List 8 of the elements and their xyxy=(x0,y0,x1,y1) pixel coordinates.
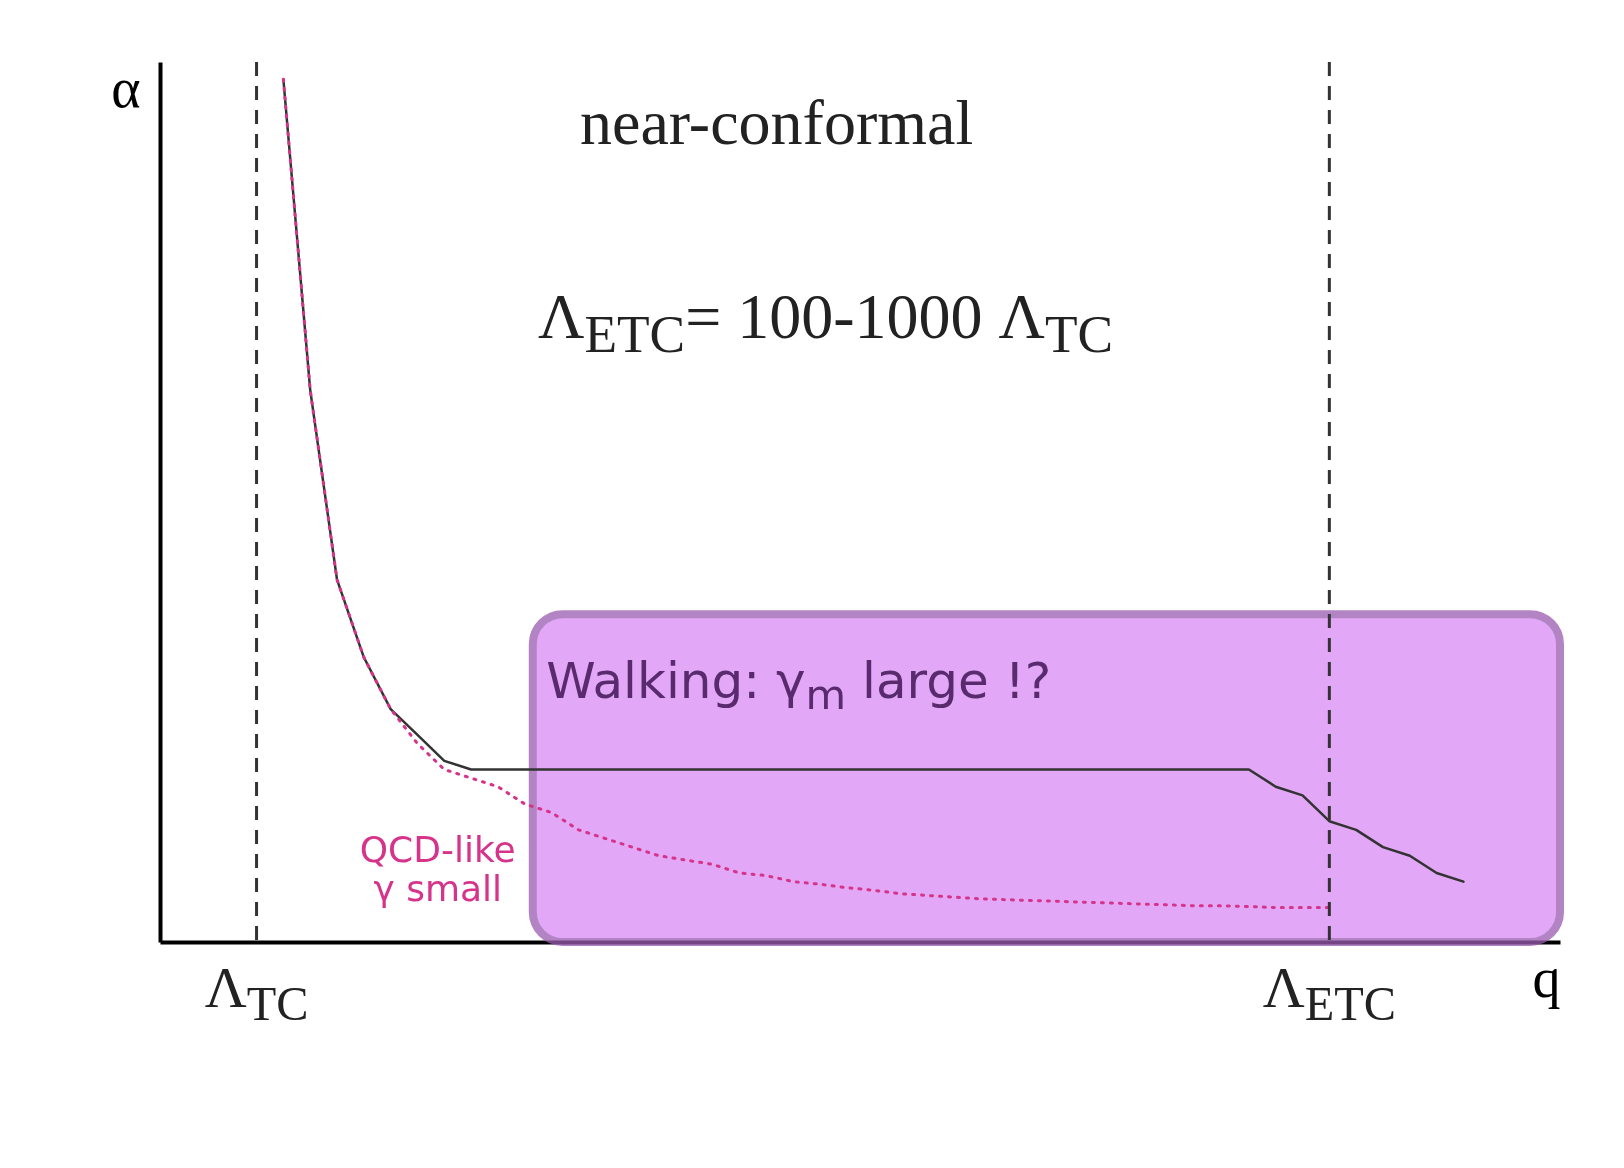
x-tick-label: Λ$_{ETC}$ xyxy=(1261,955,1397,1030)
y-axis-title: α xyxy=(111,56,141,119)
annotation: Λ$_{ETC}$= 100-1000 Λ$_{TC}$ xyxy=(538,281,1114,364)
x-axis-title: q xyxy=(1532,946,1561,1009)
band-label: Walking: γ$_{m}$ large !? xyxy=(546,652,1052,720)
series-label: QCD-like γ small xyxy=(358,828,517,910)
x-tick-label: Λ$_{TC}$ xyxy=(203,955,310,1030)
annotation: near-conformal xyxy=(580,87,974,159)
